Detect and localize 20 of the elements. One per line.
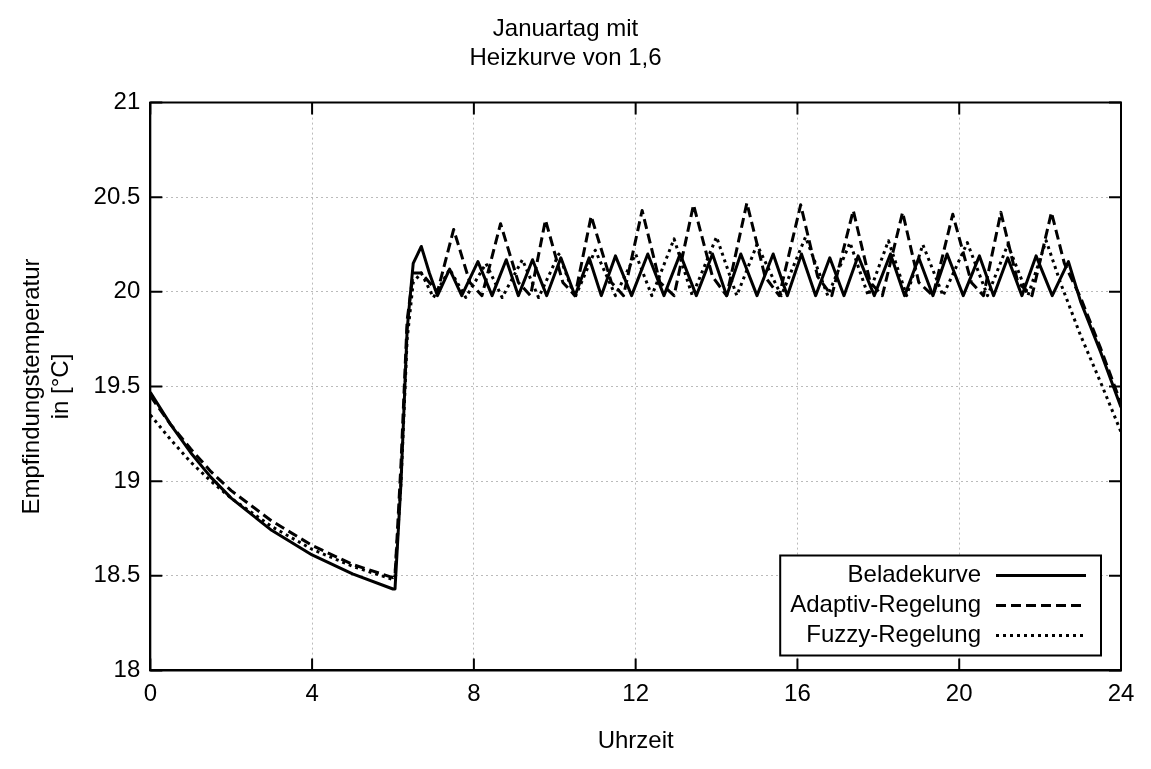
legend-label: Fuzzy-Regelung (806, 620, 981, 648)
y-tick-label: 18.5 (93, 560, 141, 588)
y-tick-label: 20.5 (93, 181, 141, 209)
y-tick-label: 19.5 (93, 371, 141, 399)
x-tick-label: 12 (622, 679, 650, 707)
y-axis-title: Empfindungstemperatur in [°C] (17, 258, 73, 515)
x-axis-title: Uhrzeit (597, 726, 674, 754)
y-tick-label: 21 (113, 87, 141, 115)
x-tick-label: 0 (143, 679, 157, 707)
x-tick-label: 16 (784, 679, 811, 707)
y-tick-label: 18 (113, 655, 141, 683)
chart-title: Januartag mit Heizkurve von 1,6 (469, 14, 662, 70)
x-tick-label: 20 (945, 679, 973, 707)
x-tick-label: 24 (1107, 679, 1135, 707)
y-tick-label: 20 (113, 276, 141, 304)
y-tick-label: 19 (113, 465, 141, 493)
x-tick-label: 8 (467, 679, 481, 707)
x-tick-label: 4 (305, 679, 319, 707)
legend-label: Adaptiv-Regelung (790, 590, 981, 618)
legend-label: Beladekurve (847, 560, 981, 588)
